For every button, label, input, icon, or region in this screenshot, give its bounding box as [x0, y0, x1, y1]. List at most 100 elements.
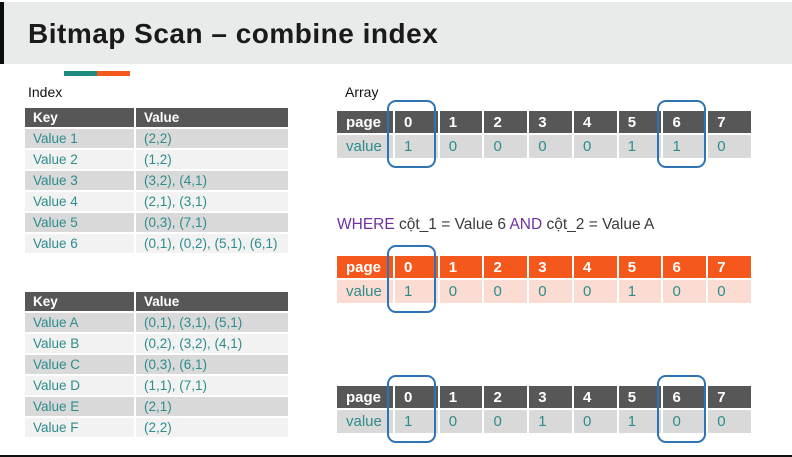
- page-number-cell: 0: [394, 386, 438, 408]
- bitmap-value-row: value 1 0 0 1 0 1 0 0: [337, 410, 751, 433]
- table-row: Value 1 (2,2): [25, 129, 288, 148]
- key-cell: Value D: [25, 376, 134, 395]
- value-cell: (3,2), (4,1): [136, 171, 288, 190]
- key-cell: Value B: [25, 334, 134, 353]
- bitmap-page-row: page 0 1 2 3 4 5 6 7: [337, 256, 751, 278]
- page-number-cell: 6: [663, 386, 707, 408]
- table-row: Value C (0,3), (6,1): [25, 355, 288, 374]
- bitmap-table: page 0 1 2 3 4 5 6 7 value 1 0 0 0 0 1 1 0: [335, 109, 753, 160]
- value-cell: (0,3), (7,1): [136, 213, 288, 232]
- bit-value-cell: 1: [529, 410, 572, 433]
- bitmap-table: page 0 1 2 3 4 5 6 7 value 1 0 0 0 0 1 0 0: [335, 254, 753, 305]
- page-number-cell: 5: [618, 111, 662, 133]
- page-number-cell: 1: [439, 386, 483, 408]
- where-condition-1: cột_1 = Value 6: [394, 216, 510, 233]
- value-row-label: value: [337, 410, 393, 433]
- page-number-cell: 2: [484, 111, 528, 133]
- bit-value-cell: 1: [394, 280, 438, 303]
- key-value-table: Key Value Value 1 (2,2) Value 2 (1,2) Value 3(…: [23, 106, 290, 255]
- page-number-cell: 4: [573, 256, 617, 278]
- bit-value-cell: 0: [439, 410, 483, 433]
- index-table-col2: Key Value Value A (0,1), (3,1), (5,1) Value …: [23, 290, 290, 439]
- bit-value-cell: 0: [484, 410, 528, 433]
- key-cell: Value F: [25, 418, 134, 437]
- title-band: [0, 2, 792, 64]
- bit-value-cell: 1: [394, 410, 438, 433]
- page-number-cell: 5: [618, 256, 662, 278]
- bit-value-cell: 0: [573, 135, 617, 158]
- table-row: Value 4 (2,1), (3,1): [25, 192, 288, 211]
- page-title: Bitmap Scan – combine index: [28, 18, 439, 49]
- key-cell: Value 1: [25, 129, 134, 148]
- table-row: Value 2 (1,2): [25, 150, 288, 169]
- key-cell: Value 5: [25, 213, 134, 232]
- accent-divider-teal: [64, 71, 97, 76]
- key-cell: Value A: [25, 313, 134, 332]
- where-clause: WHERE cột_1 = Value 6 AND cột_2 = Value …: [337, 216, 654, 234]
- bit-value-cell: 1: [618, 135, 662, 158]
- bit-value-cell: 0: [708, 135, 751, 158]
- where-condition-2: cột_2 = Value A: [542, 216, 655, 233]
- bitmap-page-row: page 0 1 2 3 4 5 6 7: [337, 111, 751, 133]
- value-cell: (1,2): [136, 150, 288, 169]
- column-header: Key: [25, 292, 134, 311]
- bit-value-cell: 0: [708, 410, 751, 433]
- value-cell: (2,1), (3,1): [136, 192, 288, 211]
- value-row-label: value: [337, 280, 393, 303]
- bit-value-cell: 0: [573, 410, 617, 433]
- bitmap-table: page 0 1 2 3 4 5 6 7 value 1 0 0 1 0 1 0 0: [335, 384, 753, 435]
- bitmap-array-and-result: page 0 1 2 3 4 5 6 7 value 1 0 0 0 0 1 0 0: [335, 245, 753, 313]
- key-cell: Value E: [25, 397, 134, 416]
- bit-value-cell: 0: [663, 410, 707, 433]
- page-number-cell: 7: [708, 256, 751, 278]
- page-number-cell: 1: [439, 256, 483, 278]
- accent-divider-orange: [97, 71, 130, 76]
- left-edge-bar: [0, 2, 4, 64]
- bit-value-cell: 0: [439, 280, 483, 303]
- page-number-cell: 6: [663, 111, 707, 133]
- page-number-cell: 2: [484, 386, 528, 408]
- page-number-cell: 4: [573, 386, 617, 408]
- page-number-cell: 0: [394, 256, 438, 278]
- key-cell: Value 3: [25, 171, 134, 190]
- page-number-cell: 1: [439, 111, 483, 133]
- value-cell: (0,3), (6,1): [136, 355, 288, 374]
- value-cell: (2,1): [136, 397, 288, 416]
- bit-value-cell: 0: [529, 280, 572, 303]
- table-row: Value 6 (0,1), (0,2), (5,1), (6,1): [25, 234, 288, 253]
- page-number-cell: 3: [529, 386, 572, 408]
- table-row: Value D (1,1), (7,1): [25, 376, 288, 395]
- page-number-cell: 4: [573, 111, 617, 133]
- highlight-outline-col-6: [657, 375, 706, 443]
- bit-value-cell: 0: [484, 280, 528, 303]
- page-row-label: page: [337, 111, 393, 133]
- bit-value-cell: 0: [484, 135, 528, 158]
- key-cell: Value C: [25, 355, 134, 374]
- bit-value-cell: 1: [618, 410, 662, 433]
- table-row: Value E (2,1): [25, 397, 288, 416]
- array-section-label: Array: [345, 84, 379, 100]
- highlight-outline-col-0: [387, 100, 436, 168]
- page-number-cell: 3: [529, 111, 572, 133]
- column-header: Value: [136, 292, 288, 311]
- page-number-cell: 7: [708, 111, 751, 133]
- highlight-outline-col-0: [387, 375, 436, 443]
- page-row-label: page: [337, 386, 393, 408]
- bit-value-cell: 0: [439, 135, 483, 158]
- bitmap-value-row: value 1 0 0 0 0 1 1 0: [337, 135, 751, 158]
- bit-value-cell: 0: [663, 280, 707, 303]
- table-header-row: Key Value: [25, 292, 288, 311]
- highlight-outline-col-6: [657, 100, 706, 168]
- bit-value-cell: 0: [573, 280, 617, 303]
- table-header-row: Key Value: [25, 108, 288, 127]
- value-cell: (0,1), (3,1), (5,1): [136, 313, 288, 332]
- bit-value-cell: 1: [618, 280, 662, 303]
- bitmap-array-col2-valueA: page 0 1 2 3 4 5 6 7 value 1 0 0 1 0 1 0 0: [335, 375, 753, 443]
- value-cell: (1,1), (7,1): [136, 376, 288, 395]
- page-number-cell: 2: [484, 256, 528, 278]
- table-row: Value 5 (0,3), (7,1): [25, 213, 288, 232]
- accent-divider: [64, 71, 130, 76]
- page-row-label: page: [337, 256, 393, 278]
- key-value-table: Key Value Value A (0,1), (3,1), (5,1) Value …: [23, 290, 290, 439]
- bit-value-cell: 0: [529, 135, 572, 158]
